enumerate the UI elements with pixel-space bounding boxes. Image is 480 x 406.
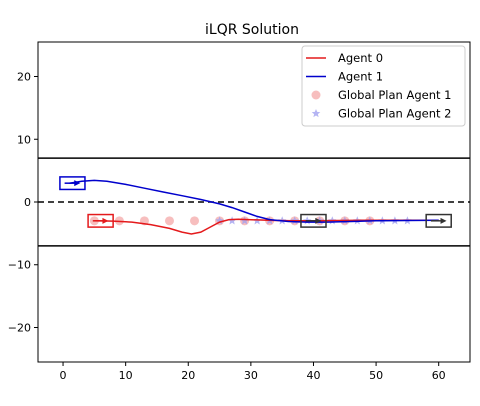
scatter-point-star [227, 216, 237, 225]
y-tick-label: 10 [17, 133, 31, 146]
legend-label: Global Plan Agent 2 [338, 107, 451, 121]
vehicle-box [87, 213, 114, 228]
vehicle-box [59, 176, 86, 191]
legend: Agent 0 Agent 1 Global Plan Agent 1 Global … [301, 45, 466, 127]
x-tick-label: 40 [306, 369, 320, 382]
legend-label: Global Plan Agent 1 [338, 88, 451, 102]
legend-label: Agent 0 [338, 51, 383, 65]
chart-title: iLQR Solution [205, 22, 299, 38]
series-line-agent-1 [69, 179, 439, 223]
x-tick-label: 0 [60, 369, 67, 382]
legend-handle-star [311, 109, 321, 118]
vehicle-box [300, 213, 327, 228]
vehicle-arrow-head [315, 217, 322, 224]
vehicle-arrow-head [74, 180, 81, 187]
x-tick-label: 10 [119, 369, 133, 382]
series-line-agent-0 [94, 218, 439, 235]
scatter-point-star [240, 216, 249, 225]
legend-frame [301, 45, 466, 127]
legend-label: Agent 1 [338, 70, 383, 84]
x-tick-label: 20 [181, 369, 195, 382]
x-tick-label: 30 [244, 369, 258, 382]
scatter-point-circle [164, 216, 174, 226]
legend-handle-circle [311, 90, 321, 100]
y-tick-label: −10 [8, 259, 31, 272]
x-tick-label: 50 [369, 369, 383, 382]
y-tick-label: 20 [17, 71, 31, 84]
vehicle-arrow-head [102, 217, 109, 224]
vehicle-box [425, 213, 452, 228]
y-tick-label: −20 [8, 321, 31, 334]
y-tick-label: 0 [24, 196, 31, 209]
scatter-point-circle [190, 216, 200, 226]
x-tick-label: 60 [432, 369, 446, 382]
vehicle-arrow-head [440, 217, 447, 224]
